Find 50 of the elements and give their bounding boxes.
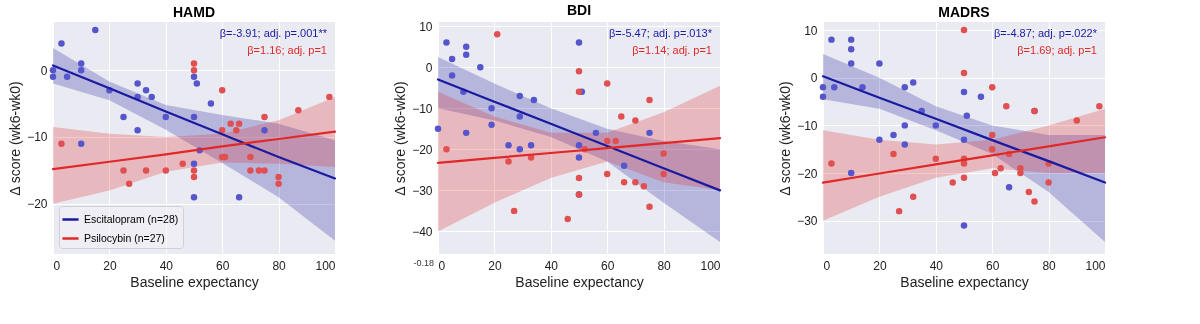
x-axis-title: Baseline expectancy: [515, 273, 644, 290]
x-tick-label: 80: [272, 258, 287, 273]
y-tick-label: 0: [425, 60, 433, 75]
legend-label: Psilocybin (n=27): [84, 231, 165, 244]
x-tick-label: 80: [1042, 258, 1057, 273]
annotation: β=-5.47; adj. p=.013*: [609, 27, 713, 39]
x-tick-label: 0: [53, 258, 61, 273]
annotation: β=1.16; adj. p=1: [247, 44, 327, 56]
text: -0.18: [413, 258, 434, 268]
y-tick-label: −10: [27, 130, 48, 145]
y-axis-title: Δ score (wk6-wk0): [777, 81, 794, 196]
x-tick-label: 20: [488, 258, 502, 273]
y-tick-label: −40: [412, 224, 433, 239]
x-tick-label: 20: [873, 258, 887, 273]
y-tick-label: −20: [412, 142, 433, 157]
annotation: β=1.14; adj. p=1: [632, 44, 712, 56]
x-tick-label: 40: [544, 258, 559, 273]
y-tick-label: −20: [27, 197, 48, 212]
y-tick-label: 0: [40, 63, 48, 78]
y-tick-label: −10: [797, 118, 818, 133]
x-tick-label: 100: [315, 258, 336, 273]
annotation: β=-3.91; adj. p=.001**: [219, 27, 328, 39]
legend-label: Escitalopram (n=28): [84, 212, 179, 225]
x-tick-label: 80: [657, 258, 672, 273]
y-tick-label: 10: [419, 19, 433, 34]
y-tick-label: 0: [810, 71, 818, 86]
x-tick-label: 40: [159, 258, 174, 273]
x-tick-label: 40: [929, 258, 944, 273]
x-tick-label: 100: [700, 258, 721, 273]
x-axis-title: Baseline expectancy: [130, 273, 259, 290]
annotation: β=1.69; adj. p=1: [1017, 44, 1097, 56]
x-tick-label: 60: [216, 258, 230, 273]
y-tick-label: 10: [804, 23, 818, 38]
x-tick-label: 20: [103, 258, 117, 273]
x-axis-title: Baseline expectancy: [900, 273, 1029, 290]
chart-title: HAMD: [173, 4, 215, 20]
chart-title: MADRS: [938, 4, 990, 20]
y-tick-label: −30: [797, 214, 818, 229]
y-tick-label: −20: [797, 166, 818, 181]
x-tick-label: 0: [823, 258, 831, 273]
x-tick-label: 100: [1085, 258, 1106, 273]
y-axis-title: Δ score (wk6-wk0): [392, 81, 409, 196]
annotation: β=-4.87; adj. p=.022*: [994, 27, 1098, 39]
x-tick-label: 60: [986, 258, 1000, 273]
y-tick-label: −10: [412, 101, 433, 116]
x-tick-label: 60: [601, 258, 615, 273]
y-axis-title: Δ score (wk6-wk0): [7, 81, 24, 196]
chart-title: BDI: [566, 2, 592, 19]
x-tick-label: 0: [438, 258, 446, 273]
y-tick-label: −30: [412, 183, 433, 198]
